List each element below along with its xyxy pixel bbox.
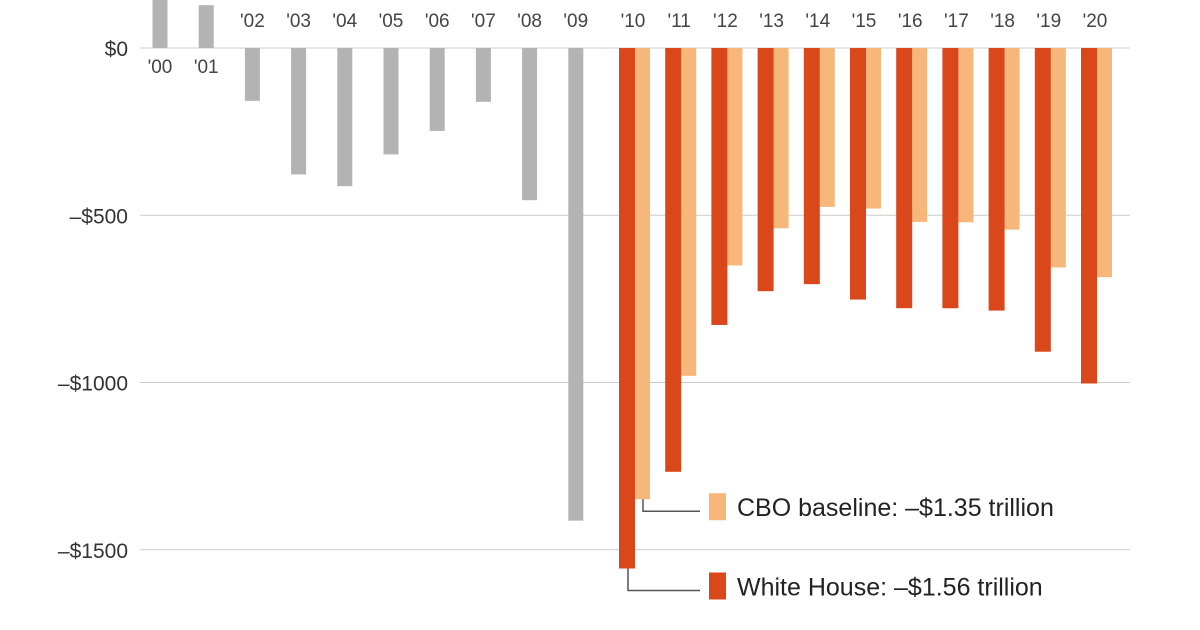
bar-history-9 xyxy=(568,48,584,521)
x-tick-label-projection-10: '20 xyxy=(1083,11,1108,32)
bar-cbo-1 xyxy=(681,48,697,376)
bar-whitehouse-7 xyxy=(942,48,959,309)
y-tick-label-3: –$1500 xyxy=(58,540,128,563)
x-tick-label-projection-7: '17 xyxy=(944,11,969,32)
bar-whitehouse-4 xyxy=(803,48,820,285)
bar-cbo-5 xyxy=(866,48,881,209)
x-tick-label-projection-5: '15 xyxy=(852,11,877,32)
bar-history-2 xyxy=(244,48,260,101)
x-tick-label-history-9: '09 xyxy=(563,11,588,32)
bar-cbo-3 xyxy=(773,48,789,229)
legend-label-cbo: CBO baseline: –$1.35 trillion xyxy=(737,494,1054,522)
y-tick-label-0: $0 xyxy=(105,38,128,61)
legend-swatch-cbo xyxy=(709,493,726,521)
bar-history-5 xyxy=(383,48,399,155)
x-tick-label-projection-8: '18 xyxy=(990,11,1015,32)
y-axis-tick-labels: $0 –$500 –$1000 –$1500 xyxy=(58,38,128,563)
x-tick-label-history-7: '07 xyxy=(471,11,496,32)
bars xyxy=(152,0,1112,569)
legend-swatch-whitehouse xyxy=(709,572,726,600)
bar-history-3 xyxy=(291,48,307,175)
bar-history-6 xyxy=(429,48,445,131)
legend-leader-cbo xyxy=(642,499,700,512)
legend-label-whitehouse: White House: –$1.56 trillion xyxy=(737,573,1043,601)
x-tick-label-projection-2: '12 xyxy=(713,11,738,32)
bar-whitehouse-3 xyxy=(757,48,774,292)
bar-cbo-10 xyxy=(1097,48,1112,278)
bar-whitehouse-6 xyxy=(896,48,913,309)
bar-history-8 xyxy=(522,48,538,201)
bar-whitehouse-9 xyxy=(1034,48,1051,352)
x-tick-label-history-0: '00 xyxy=(148,57,173,78)
bar-history-0 xyxy=(152,0,168,49)
bar-whitehouse-8 xyxy=(988,48,1005,311)
y-tick-label-2: –$1000 xyxy=(58,373,128,396)
x-axis-tick-labels: '00 '01 '02 '03 '04 '05 '06 '07 '08 '09 '10 '11 '12 '… xyxy=(148,11,1108,78)
bar-whitehouse-10 xyxy=(1081,48,1097,384)
bar-history-4 xyxy=(337,48,353,187)
y-tick-label-1: –$500 xyxy=(70,205,128,228)
x-tick-label-projection-6: '16 xyxy=(898,11,923,32)
x-tick-label-projection-4: '14 xyxy=(805,11,830,32)
bar-whitehouse-1 xyxy=(665,48,682,472)
bar-history-1 xyxy=(198,5,214,49)
x-tick-label-history-2: '02 xyxy=(240,11,265,32)
bar-cbo-2 xyxy=(727,48,743,266)
x-tick-label-projection-1: '11 xyxy=(668,11,691,32)
bar-cbo-7 xyxy=(958,48,974,223)
bar-whitehouse-2 xyxy=(711,48,728,325)
x-tick-label-projection-0: '10 xyxy=(621,11,646,32)
bar-whitehouse-5 xyxy=(850,48,866,300)
x-tick-label-projection-9: '19 xyxy=(1036,11,1061,32)
x-tick-label-history-6: '06 xyxy=(425,11,450,32)
bar-cbo-6 xyxy=(912,48,928,222)
bar-whitehouse-0 xyxy=(619,48,635,569)
x-tick-label-projection-3: '13 xyxy=(759,11,784,32)
legend-leader-whitehouse xyxy=(627,568,700,592)
bar-cbo-9 xyxy=(1050,48,1066,268)
x-tick-label-history-1: '01 xyxy=(194,57,219,78)
x-tick-label-history-4: '04 xyxy=(332,11,357,32)
bar-history-7 xyxy=(475,48,491,102)
bar-cbo-4 xyxy=(819,48,835,207)
bar-cbo-8 xyxy=(1004,48,1020,230)
x-tick-label-history-5: '05 xyxy=(379,11,404,32)
x-tick-label-history-3: '03 xyxy=(286,11,311,32)
bar-cbo-0 xyxy=(635,48,650,500)
x-tick-label-history-8: '08 xyxy=(517,11,542,32)
legend: CBO baseline: –$1.35 trillion White House… xyxy=(627,493,1054,601)
